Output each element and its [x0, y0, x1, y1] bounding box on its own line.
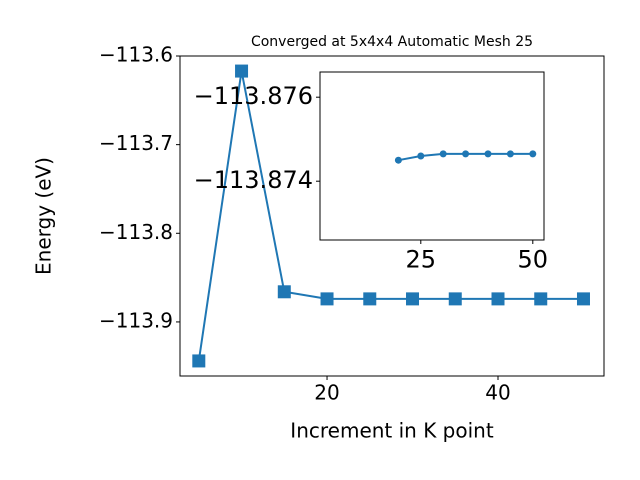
y-tick-label: −113.6	[99, 43, 173, 67]
marker	[277, 285, 291, 299]
y-axis-label: Energy (eV)	[32, 157, 56, 275]
y-tick-label: −113.876	[194, 82, 313, 110]
marker	[320, 292, 334, 306]
marker	[192, 354, 206, 368]
marker	[576, 292, 590, 306]
marker	[363, 292, 377, 306]
marker	[448, 292, 462, 306]
x-tick-label: 50	[518, 245, 549, 273]
marker	[235, 64, 249, 78]
plot-area	[319, 71, 545, 241]
y-tick-label: −113.7	[99, 131, 173, 155]
y-tick-label: −113.8	[99, 220, 173, 244]
x-axis-label: Increment in K point	[290, 419, 494, 443]
y-tick-label: −113.9	[99, 308, 173, 332]
chart-title: Converged at 5x4x4 Automatic Mesh 25	[251, 34, 533, 50]
x-tick-label: 40	[485, 381, 510, 405]
marker	[491, 292, 505, 306]
marker	[462, 150, 470, 158]
series-line	[197, 70, 584, 362]
marker	[534, 292, 548, 306]
marker	[394, 156, 402, 164]
marker	[506, 150, 514, 158]
x-tick-label: 20	[314, 381, 339, 405]
marker	[417, 152, 425, 160]
marker	[439, 150, 447, 158]
marker	[529, 150, 537, 158]
marker	[406, 292, 420, 306]
y-tick-label: −113.874	[194, 166, 313, 194]
marker	[484, 150, 492, 158]
x-tick-label: 25	[406, 245, 437, 273]
